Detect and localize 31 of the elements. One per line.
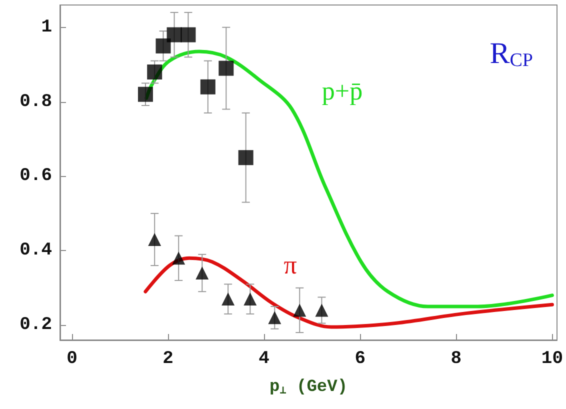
x-tick-label: 6 — [354, 349, 366, 369]
x-axis-title: p⊥ (GeV) — [269, 378, 348, 398]
point — [147, 64, 162, 80]
line-series — [144, 256, 554, 329]
y-tick-label: 1 — [41, 17, 52, 38]
point — [222, 292, 235, 306]
point — [244, 292, 257, 306]
point — [315, 304, 328, 317]
point — [200, 79, 216, 94]
x-tick-label: 0 — [66, 349, 78, 369]
point — [268, 311, 282, 324]
x-tick-label: 8 — [450, 349, 462, 369]
point — [293, 304, 306, 317]
series-label: p+p̄ — [322, 76, 363, 106]
y-tick-label: 0.8 — [20, 92, 52, 112]
x-tick-label: 4 — [258, 349, 270, 369]
point — [166, 27, 182, 42]
point — [138, 86, 153, 102]
y-tick-label: 0.2 — [20, 315, 52, 336]
series-label: π — [284, 250, 297, 280]
point — [148, 233, 162, 246]
y-tick-label: 0.4 — [20, 240, 52, 261]
point — [196, 266, 209, 280]
point — [180, 27, 196, 42]
x-tick-label: 2 — [162, 349, 174, 369]
point — [156, 38, 171, 54]
x-tick-label: 10 — [541, 349, 564, 369]
y-tick-label: 0.6 — [20, 166, 52, 186]
point — [172, 252, 186, 265]
point — [218, 60, 234, 76]
point — [238, 150, 254, 166]
